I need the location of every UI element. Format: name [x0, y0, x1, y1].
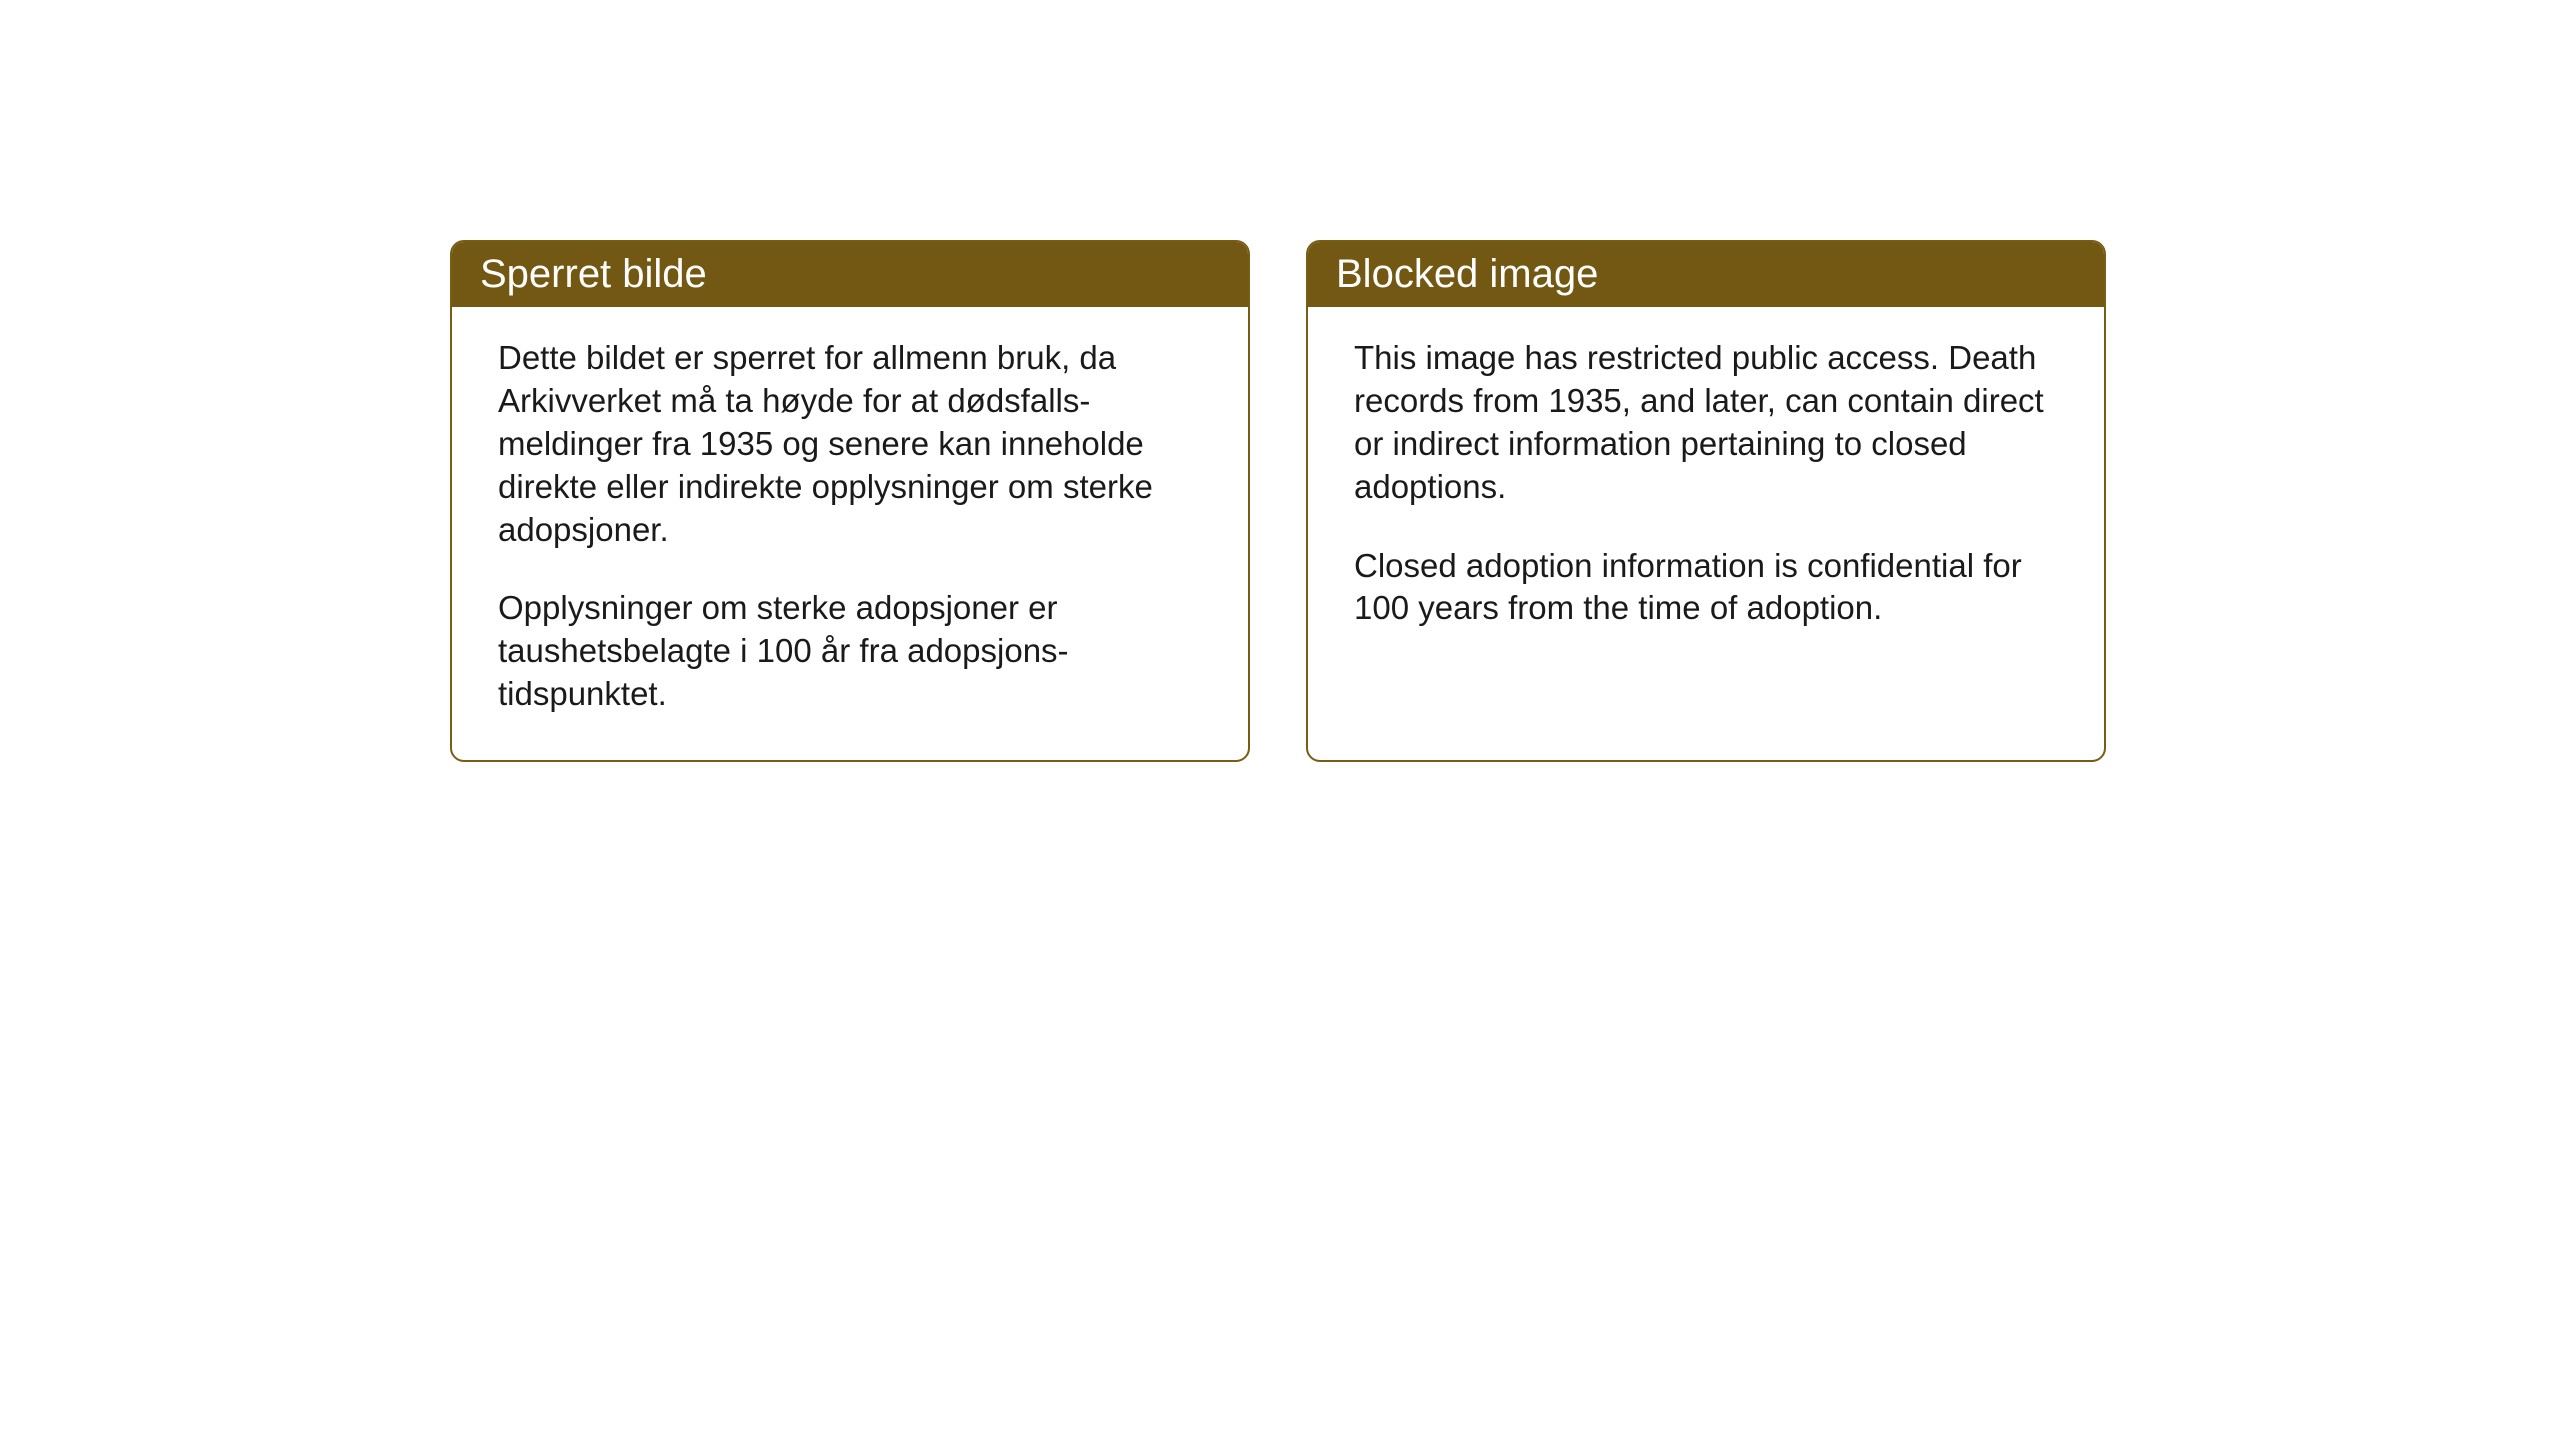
- card-paragraph: Opplysninger om sterke adopsjoner er tau…: [498, 587, 1202, 716]
- card-body-english: This image has restricted public access.…: [1308, 307, 2104, 727]
- card-header-english: Blocked image: [1308, 242, 2104, 307]
- card-body-norwegian: Dette bildet er sperret for allmenn bruk…: [452, 307, 1248, 760]
- card-title: Sperret bilde: [480, 252, 707, 296]
- card-header-norwegian: Sperret bilde: [452, 242, 1248, 307]
- card-paragraph: Closed adoption information is confident…: [1354, 545, 2058, 631]
- card-norwegian: Sperret bilde Dette bildet er sperret fo…: [450, 240, 1250, 762]
- card-title: Blocked image: [1336, 252, 1598, 296]
- card-paragraph: Dette bildet er sperret for allmenn bruk…: [498, 337, 1202, 551]
- cards-container: Sperret bilde Dette bildet er sperret fo…: [450, 240, 2106, 762]
- card-paragraph: This image has restricted public access.…: [1354, 337, 2058, 509]
- card-english: Blocked image This image has restricted …: [1306, 240, 2106, 762]
